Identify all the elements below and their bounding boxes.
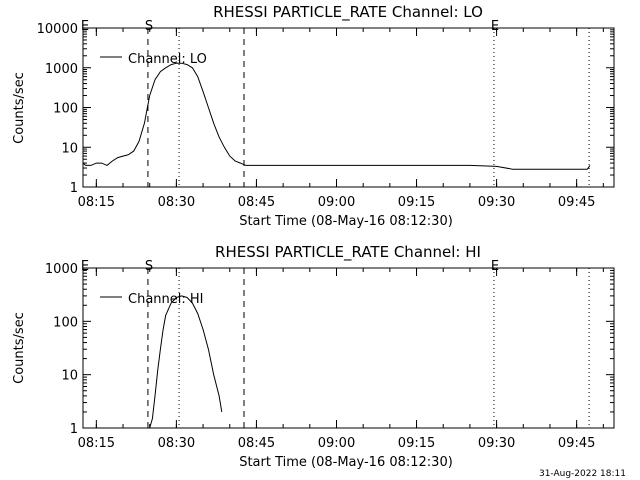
- series-line-lo: [82, 62, 591, 170]
- x-tick-label: 09:15: [398, 195, 435, 210]
- y-tick-label: 1: [70, 181, 78, 196]
- y-tick-label: 100: [53, 315, 78, 330]
- x-tick-label: 09:15: [398, 436, 435, 451]
- chart-title-lo: RHESSI PARTICLE_RATE Channel: LO: [213, 3, 483, 22]
- legend-label-lo: Channel: LO: [128, 52, 207, 67]
- x-tick-label: 09:45: [558, 436, 595, 451]
- y-tick-label: 10: [61, 141, 78, 156]
- x-tick-label: 08:15: [78, 436, 115, 451]
- x-axis-label-lo: Start Time (08-May-16 08:12:30): [239, 214, 453, 229]
- x-tick-label: 09:30: [478, 436, 515, 451]
- y-tick-label: 1000: [45, 262, 78, 277]
- marker-label: S: [145, 259, 153, 274]
- y-tick-label: 1000: [45, 62, 78, 77]
- plot-frame-hi: [82, 267, 615, 429]
- y-tick-label: 1: [70, 422, 78, 437]
- x-tick-label: 08:45: [238, 195, 275, 210]
- x-tick-label: 09:00: [318, 195, 355, 210]
- footer-timestamp: 31-Aug-2022 18:11: [539, 469, 626, 479]
- marker-label: S: [145, 19, 153, 34]
- y-tick-label: 10000: [37, 22, 78, 37]
- x-tick-label: 08:45: [238, 436, 275, 451]
- legend-label-hi: Channel: HI: [128, 292, 204, 307]
- x-tick-label: 09:00: [318, 436, 355, 451]
- x-tick-label: 08:15: [78, 195, 115, 210]
- x-tick-label: 09:45: [558, 195, 595, 210]
- x-tick-label: 09:30: [478, 195, 515, 210]
- x-axis-label-hi: Start Time (08-May-16 08:12:30): [239, 455, 453, 470]
- x-tick-label: 08:30: [158, 195, 195, 210]
- y-axis-label-lo: Counts/sec: [12, 72, 27, 144]
- y-axis-label-hi: Counts/sec: [12, 312, 27, 384]
- marker-label: E: [81, 19, 89, 34]
- y-tick-label: 10: [61, 369, 78, 384]
- marker-label: E: [491, 19, 499, 34]
- marker-label: E: [491, 259, 499, 274]
- marker-label: E: [81, 259, 89, 274]
- chart-title-hi: RHESSI PARTICLE_RATE Channel: HI: [215, 243, 481, 262]
- x-tick-label: 08:30: [158, 436, 195, 451]
- y-tick-label: 100: [53, 102, 78, 117]
- series-line-hi: [149, 295, 223, 429]
